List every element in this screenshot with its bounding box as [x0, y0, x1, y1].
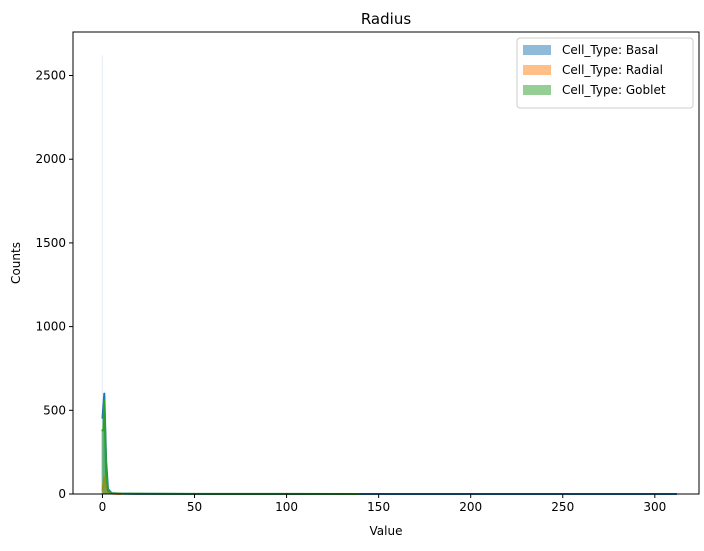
series-line-3 — [101, 399, 361, 495]
chart-title: Radius — [361, 10, 411, 28]
y-tick-label: 0 — [58, 487, 66, 501]
y-tick-label: 2000 — [35, 152, 66, 166]
y-axis: 0 500 1000 1500 2000 2500 — [35, 69, 73, 501]
plot-area — [101, 55, 677, 495]
legend-frame — [516, 37, 694, 109]
legend-swatch-1 — [523, 45, 551, 55]
y-tick-label: 1000 — [35, 320, 66, 334]
x-tick-label: 300 — [643, 500, 666, 514]
legend-swatch-3 — [523, 85, 551, 95]
x-tick-label: 0 — [99, 500, 107, 514]
y-tick-label: 500 — [43, 403, 66, 417]
axes-frame — [72, 31, 700, 495]
legend-label-3: Cell_Type: Goblet — [562, 83, 666, 97]
x-tick-label: 150 — [367, 500, 390, 514]
x-axis: 0 50 100 150 200 250 300 — [99, 494, 666, 514]
series-area-3 — [101, 400, 361, 494]
x-axis-label: Value — [370, 524, 403, 538]
legend-label-2: Cell_Type: Radial — [562, 63, 663, 77]
legend: Cell_Type: Basal Cell_Type: Radial Cell_Ty… — [516, 37, 694, 109]
series-area-1 — [102, 393, 677, 494]
x-tick-label: 50 — [187, 500, 202, 514]
legend-label-1: Cell_Type: Basal — [562, 43, 658, 57]
x-tick-label: 200 — [459, 500, 482, 514]
y-tick-label: 1500 — [35, 236, 66, 250]
series-line-1 — [101, 392, 677, 495]
y-axis-label: Counts — [9, 242, 23, 284]
x-tick-label: 100 — [275, 500, 298, 514]
x-tick-label: 250 — [551, 500, 574, 514]
legend-swatch-2 — [523, 65, 551, 75]
y-tick-label: 2500 — [35, 69, 66, 83]
